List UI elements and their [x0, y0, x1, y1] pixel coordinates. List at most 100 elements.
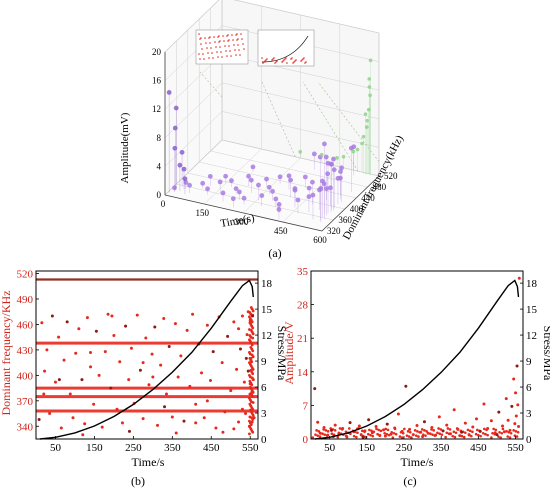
scatter-point: [512, 377, 516, 381]
scatter-point: [144, 336, 148, 340]
scatter-point: [89, 350, 93, 354]
scatter-point: [454, 431, 458, 435]
inset-frequency-point: [208, 57, 210, 59]
data-point: [217, 179, 223, 185]
inset-frequency-point: [239, 54, 241, 56]
x-tick-label: 450: [203, 442, 220, 454]
scatter-point: [408, 427, 412, 431]
inset-frequency-point: [228, 45, 230, 47]
axis-line: [164, 194, 323, 232]
inset-frequency-point: [217, 56, 219, 58]
data-point: [229, 178, 234, 184]
scatter-point: [162, 317, 166, 321]
scatter-point: [115, 407, 119, 411]
scatter-point: [508, 428, 512, 432]
scatter-point: [135, 313, 139, 317]
scatter-point: [501, 427, 505, 431]
scatter-point: [421, 435, 425, 439]
inset-frequency-point: [235, 54, 237, 56]
data-point: [286, 173, 292, 179]
scatter-point: [229, 389, 233, 393]
data-point: [360, 141, 364, 146]
scatter-point: [248, 321, 252, 325]
x-tick-label: 50: [50, 442, 62, 454]
scatter-point: [226, 334, 230, 338]
data-point: [325, 171, 331, 177]
scatter-point: [250, 416, 254, 420]
scatter-point: [74, 351, 78, 355]
inset-stress-curve: [261, 35, 309, 63]
y-tick-label: 460: [17, 319, 34, 331]
inset-amplitude-point: [292, 62, 294, 64]
scatter-point: [248, 315, 251, 319]
scatter-point: [248, 351, 251, 354]
scatter-point: [448, 428, 452, 431]
scatter-point: [326, 430, 330, 433]
scatter-point: [214, 426, 218, 430]
inset-frequency-point: [213, 36, 215, 38]
scatter-point: [444, 435, 447, 439]
y-tick-label: 340: [17, 421, 34, 433]
scatter-point: [425, 430, 428, 433]
data-point: [182, 176, 188, 182]
scatter-point: [386, 428, 390, 432]
y-tick-label: 7: [303, 400, 309, 412]
panel-a-insets: [195, 29, 380, 172]
scatter-point: [153, 325, 157, 329]
inset-frequency-point: [200, 43, 202, 45]
scatter-point: [59, 426, 63, 430]
scatter-point: [385, 432, 389, 436]
y-tick-label: 370: [17, 396, 34, 408]
inset-frequency-point: [223, 40, 225, 42]
scatter-point: [514, 414, 518, 418]
inset-frequency-point: [212, 57, 214, 59]
inset-frequency-point: [232, 39, 234, 41]
scatter-point: [505, 430, 508, 433]
scatter-point: [251, 336, 255, 340]
data-point: [363, 112, 368, 116]
scatter-point: [333, 423, 337, 427]
data-point: [368, 93, 372, 98]
inset-amplitude-point: [290, 58, 292, 60]
scatter-point: [323, 433, 327, 436]
scatter-point: [318, 435, 322, 438]
inset-frequency-point: [206, 47, 208, 49]
scatter-point: [80, 378, 84, 382]
scatter-point: [248, 419, 251, 423]
scatter-point: [440, 433, 444, 436]
inset-frequency-point: [240, 33, 242, 35]
scatter-point: [452, 430, 456, 434]
scatter-point: [249, 345, 253, 349]
scatter-point: [246, 310, 250, 314]
scatter-point: [249, 328, 253, 332]
scatter-point: [237, 327, 241, 331]
data-point: [302, 174, 308, 180]
scatter-point: [176, 375, 180, 379]
scatter-point: [336, 435, 340, 439]
scatter-point: [452, 408, 456, 412]
scatter-point: [179, 354, 183, 358]
inset-amplitude-point: [284, 58, 286, 60]
data-point: [181, 166, 187, 172]
scatter-point: [53, 380, 57, 384]
scatter-point: [437, 427, 440, 430]
data-point: [322, 141, 327, 147]
scatter-point: [235, 367, 239, 371]
scatter-point: [417, 435, 420, 438]
y-tick-label: 440: [361, 193, 375, 203]
inset-frequency-point: [215, 46, 217, 48]
scatter-point: [97, 373, 101, 377]
scatter-point: [403, 427, 406, 431]
inset-amplitude-point: [295, 59, 297, 61]
scatter-point: [57, 335, 61, 339]
x-tick-label: 250: [396, 442, 413, 454]
scatter-point: [431, 433, 434, 436]
data-point: [292, 186, 298, 191]
scatter-point: [83, 422, 87, 426]
y2-tick-label: 12: [526, 330, 537, 342]
inset-frequency-point: [221, 56, 223, 58]
scatter-point: [313, 387, 317, 391]
data-point: [233, 186, 239, 191]
data-point: [250, 164, 256, 170]
